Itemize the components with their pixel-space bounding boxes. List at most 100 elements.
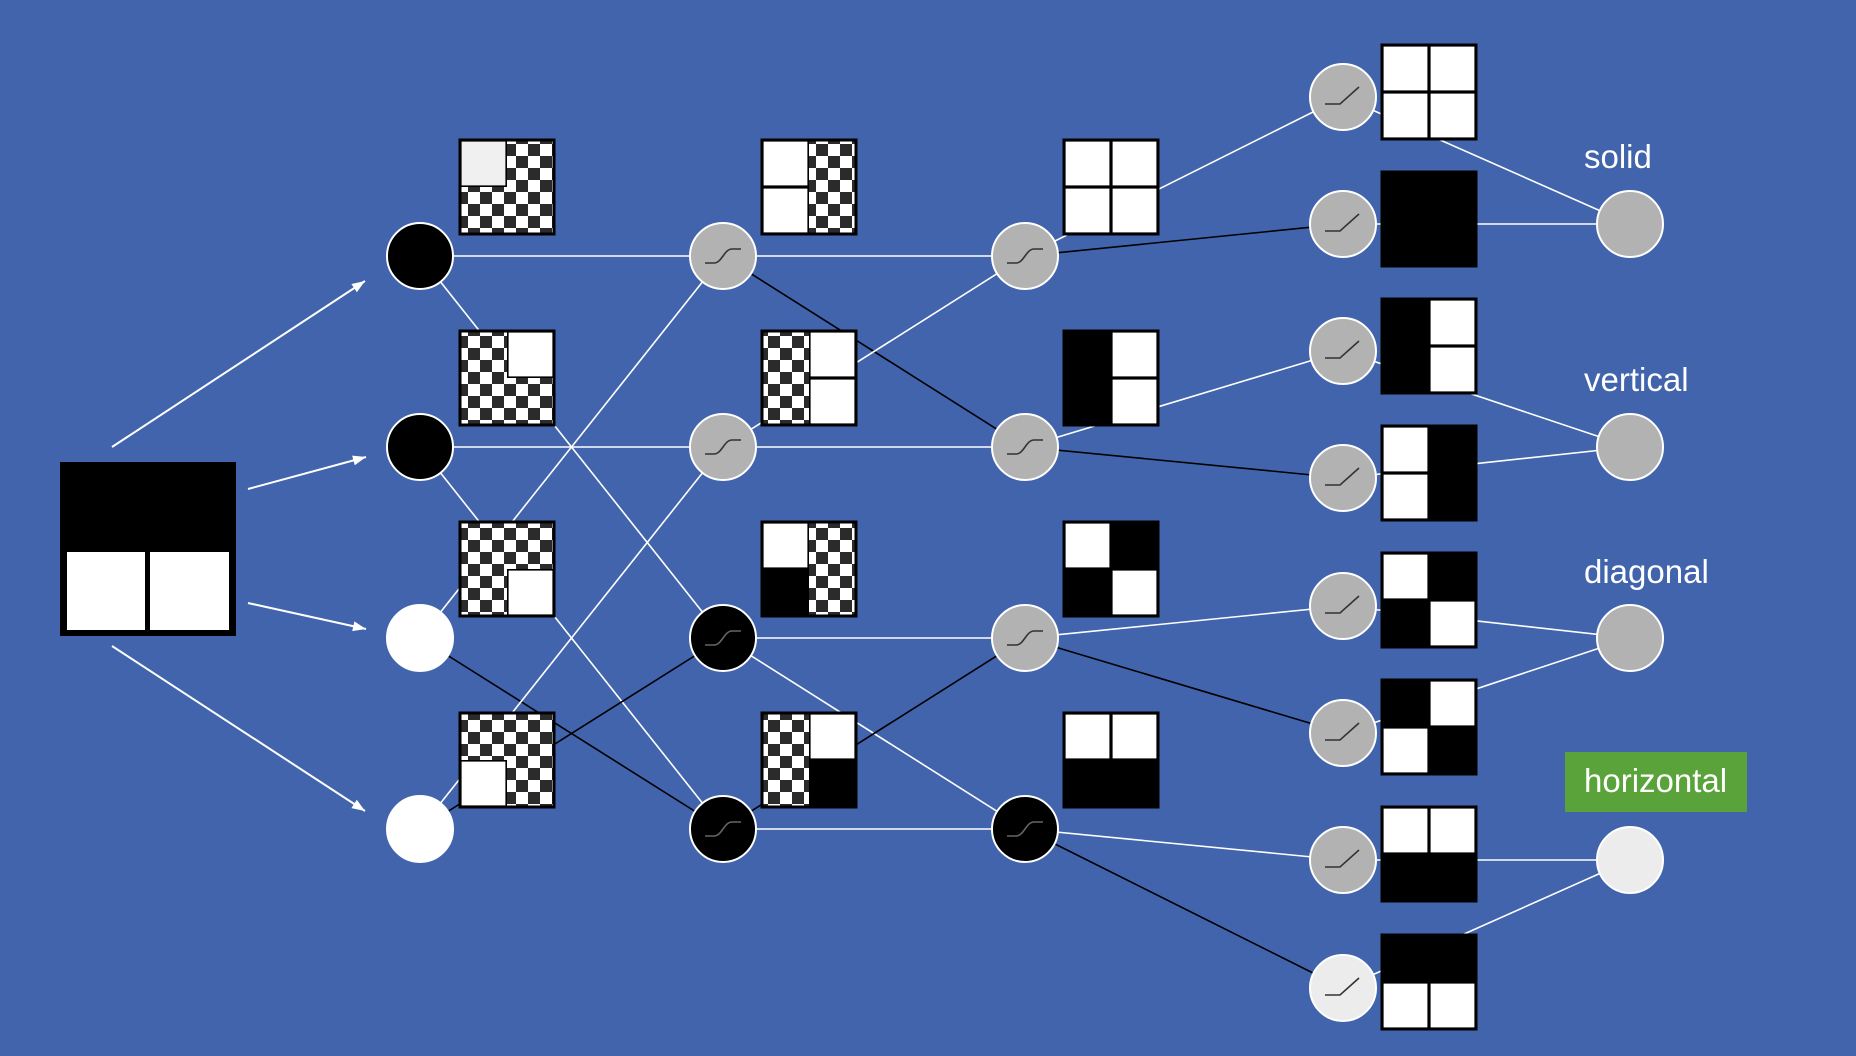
layer-4-node — [1309, 699, 1377, 767]
tile-border — [1380, 551, 1478, 649]
tile-quadrant — [1382, 935, 1429, 982]
relu-icon — [1325, 722, 1360, 741]
relu-icon — [1325, 849, 1360, 868]
tile-border — [458, 711, 556, 809]
node-circle — [1309, 63, 1377, 131]
pattern-tile — [1062, 520, 1160, 618]
layer-1-node — [386, 222, 454, 290]
layer-3-node — [991, 413, 1059, 481]
tile-border — [1062, 138, 1160, 236]
arrow-head — [351, 799, 365, 811]
tile-quadrant — [1064, 760, 1111, 807]
input-arrow — [111, 280, 366, 448]
tile-quadrant — [1429, 299, 1476, 346]
tile-quadrant — [1382, 299, 1429, 346]
layer-4-node — [1309, 826, 1377, 894]
tile-quadrant — [1111, 140, 1158, 187]
output-node-diagonal — [1596, 604, 1664, 672]
tile-quadrant — [1382, 219, 1429, 266]
tile-quadrant — [460, 187, 507, 234]
node-circle — [1309, 444, 1377, 512]
pattern-tile — [458, 711, 556, 809]
connection-edge — [1024, 350, 1344, 448]
layer-4-node — [1309, 954, 1377, 1022]
output-label-solid: solid — [1584, 138, 1652, 175]
pattern-tile — [1380, 933, 1478, 1031]
relu-icon — [1325, 467, 1360, 486]
pattern-tile — [1380, 551, 1478, 649]
layer-4-node — [1309, 444, 1377, 512]
tile-quadrant — [1111, 522, 1158, 569]
tile-quadrant — [1429, 727, 1476, 774]
tile-border — [458, 138, 556, 236]
tile-quadrant — [1429, 92, 1476, 139]
connection-edge — [1024, 828, 1344, 861]
tile-quadrant — [1064, 187, 1111, 234]
sigmoid-icon — [705, 248, 741, 264]
tile-border — [1380, 424, 1478, 522]
input-pattern-cell — [150, 552, 229, 630]
tile-quadrant — [460, 760, 507, 807]
tile-quadrant — [809, 140, 856, 187]
tile-border — [1062, 711, 1160, 809]
relu-icon — [1325, 595, 1360, 614]
pattern-tile — [1380, 678, 1478, 776]
node-circle — [1309, 572, 1377, 640]
tile-quadrant — [762, 140, 809, 187]
tile-quadrant — [809, 187, 856, 234]
connection-edge — [1024, 637, 1344, 734]
tile-quadrant — [1064, 378, 1111, 425]
connection-edge — [1024, 446, 1344, 479]
input-pattern-cell — [67, 552, 145, 630]
tile-quadrant — [1429, 854, 1476, 901]
tile-quadrant — [507, 713, 554, 760]
tile-border — [760, 520, 858, 618]
pattern-tile — [1062, 711, 1160, 809]
tile-quadrant — [507, 140, 554, 187]
tile-quadrant — [1111, 187, 1158, 234]
node-circle — [1309, 954, 1377, 1022]
tile-quadrant — [1429, 45, 1476, 92]
tile-quadrant — [460, 140, 507, 187]
tile-quadrant — [1429, 680, 1476, 727]
tile-quadrant — [1382, 346, 1429, 393]
tile-quadrant — [809, 378, 856, 425]
tile-quadrant — [762, 760, 809, 807]
pattern-tile — [458, 520, 556, 618]
layer-1-node — [386, 604, 454, 672]
output-label-vertical: vertical — [1584, 361, 1689, 398]
tile-quadrant — [809, 760, 856, 807]
tile-quadrant — [1064, 713, 1111, 760]
tile-quadrant — [1064, 522, 1111, 569]
pattern-tile — [760, 329, 858, 427]
tile-quadrant — [1429, 982, 1476, 1029]
connection-edge — [1024, 828, 1344, 989]
node-circle — [386, 222, 454, 290]
tile-quadrant — [809, 713, 856, 760]
tile-border — [1380, 805, 1478, 903]
pattern-tile — [1062, 329, 1160, 427]
layer-4-node — [1309, 572, 1377, 640]
layer-1-node — [386, 795, 454, 863]
sigmoid-icon — [705, 630, 741, 646]
tile-border — [760, 329, 858, 427]
tile-quadrant — [1111, 713, 1158, 760]
layer-2-node — [689, 222, 757, 290]
sigmoid-icon — [1007, 821, 1043, 837]
tile-quadrant — [1382, 600, 1429, 647]
tile-quadrant — [1064, 569, 1111, 616]
tile-quadrant — [1111, 378, 1158, 425]
tile-border — [1380, 297, 1478, 395]
tile-quadrant — [1382, 982, 1429, 1029]
layer-4-node — [1309, 190, 1377, 258]
tile-border — [458, 329, 556, 427]
tile-quadrant — [762, 187, 809, 234]
tile-quadrant — [460, 378, 507, 425]
tile-quadrant — [1429, 426, 1476, 473]
layer-2-node — [689, 413, 757, 481]
pattern-tile — [1380, 424, 1478, 522]
tile-quadrant — [762, 522, 809, 569]
node-circle — [1596, 413, 1664, 481]
